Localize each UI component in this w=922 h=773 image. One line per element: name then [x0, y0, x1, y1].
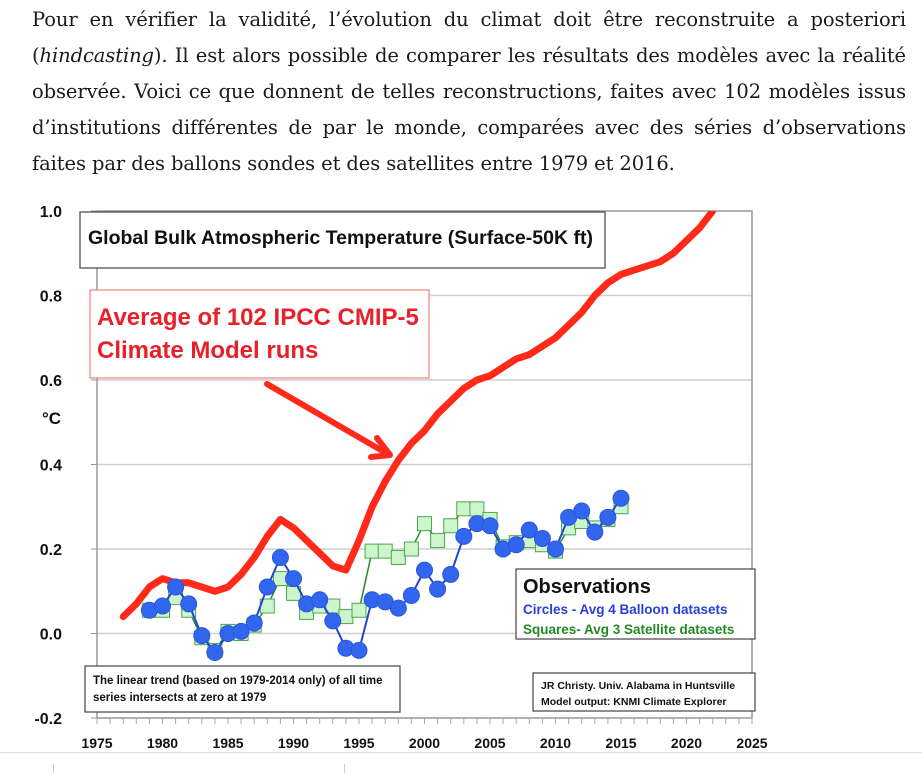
paragraph-line: Pour en vérifier la validité, l’évolutio… [32, 8, 906, 31]
y-tick-label: 0.0 [40, 627, 62, 644]
x-tick-label: 2015 [605, 735, 636, 751]
balloon-point [533, 529, 551, 547]
y-tick-label: -0.2 [34, 711, 62, 728]
balloon-point [429, 580, 447, 598]
balloon-point [389, 599, 407, 617]
legend-circles: Circles - Avg 4 Balloon datasets [523, 602, 728, 617]
x-tick-label: 2000 [409, 735, 440, 751]
satellite-point [417, 516, 432, 532]
balloon-point [455, 527, 473, 545]
x-tick-label: 1975 [81, 735, 112, 751]
series-balloon [140, 489, 630, 662]
balloon-point [586, 523, 604, 541]
satellite-point [364, 543, 380, 559]
column-marker [53, 764, 54, 773]
satellite-point [443, 518, 459, 534]
y-tick-label: 1.0 [40, 204, 62, 221]
trend-note-line1: The linear trend (based on 1979-2014 onl… [93, 675, 383, 687]
balloon-point [271, 548, 289, 566]
balloon-point [245, 614, 263, 632]
balloon-point [507, 536, 525, 554]
x-tick-label: 2025 [736, 735, 767, 751]
x-tick-label: 1995 [343, 735, 374, 751]
y-tick-label: 0.4 [40, 458, 62, 475]
satellite-point [430, 533, 446, 549]
balloon-point [547, 540, 564, 558]
legend: Observations Circles - Avg 4 Balloon dat… [515, 568, 756, 640]
legend-title: Observations [523, 576, 651, 598]
y-tick-label: 0.6 [40, 373, 62, 390]
hindcasting-term: hindcasting [39, 44, 155, 67]
satellite-point [403, 541, 419, 557]
model-line [119, 211, 717, 621]
x-tick-label: 1990 [278, 735, 309, 751]
balloon-point [573, 502, 591, 520]
annotation-arrow [264, 381, 393, 460]
balloon-point [232, 622, 250, 640]
y-axis-label: °C [42, 409, 61, 428]
balloon-point [520, 521, 538, 539]
x-axis-labels: 1975 1980 1985 1990 1995 2000 2005 2010 2015 2020… [81, 735, 767, 751]
trend-note-line2: series intersects at zero at 1979 [93, 692, 266, 704]
balloon-point [442, 565, 460, 583]
legend-squares: Squares- Avg 3 Satellite datasets [523, 622, 734, 637]
credit-line2: Model output: KNMI Climate Explorer [541, 696, 727, 708]
x-tick-label: 1985 [212, 735, 243, 751]
balloon-point [193, 627, 211, 645]
satellite-point [390, 549, 406, 565]
satellite-point [377, 543, 393, 559]
x-axis-ticks [96, 718, 753, 724]
balloon-point [167, 578, 185, 596]
y-axis-labels: 1.0 0.8 0.6 0.4 0.2 0.0 -0.2 [34, 204, 62, 728]
balloon-point [481, 517, 499, 535]
balloon-point [285, 570, 302, 588]
paren-open: ( [32, 44, 40, 67]
temperature-chart: 1.00.80.60.40.20.0-0.2 1975 1980 1985 1990 1… [34, 204, 767, 751]
balloon-point [258, 578, 276, 596]
chart-title-box: Global Bulk Atmospheric Temperature (Sur… [79, 211, 606, 269]
x-tick-label: 1980 [147, 735, 178, 751]
satellite-point [469, 501, 485, 517]
balloon-point [180, 595, 198, 613]
x-tick-label: 2005 [474, 735, 505, 751]
balloon-point [416, 561, 433, 579]
balloon-point [402, 586, 420, 604]
credit-box: JR Christy. Univ. Alabama in Huntsville … [532, 672, 756, 712]
gridlines [91, 210, 752, 719]
column-marker [344, 764, 345, 773]
satellite-point [456, 501, 472, 517]
satellite-point [351, 602, 367, 618]
balloon-point [599, 508, 617, 526]
model-label-box: Average of 102 IPCC CMIP-5 Climate Model… [89, 289, 430, 379]
credit-line1: JR Christy. Univ. Alabama in Huntsville [541, 680, 735, 692]
balloon-point [612, 489, 630, 507]
series-layer [119, 211, 717, 662]
chart-title: Global Bulk Atmospheric Temperature (Sur… [88, 227, 593, 249]
balloon-point [324, 612, 342, 630]
trend-note-box: The linear trend (based on 1979-2014 onl… [84, 665, 401, 713]
balloon-point [206, 644, 224, 662]
paragraph-line: (hindcasting). Il est alors possible de … [32, 38, 906, 74]
balloon-point [311, 591, 329, 609]
paragraph-line: faites par des ballons sondes et des sat… [32, 152, 675, 175]
intro-paragraph: Pour en vérifier la validité, l’évolutio… [32, 2, 906, 182]
x-tick-label: 2010 [540, 735, 571, 751]
paragraph-line: observée. Voici ce que donnent de telles… [32, 80, 906, 103]
y-tick-label: 0.8 [40, 289, 62, 306]
model-label-line2: Climate Model runs [97, 337, 318, 364]
model-label-line1: Average of 102 IPCC CMIP-5 [97, 304, 419, 331]
balloon-point [154, 597, 171, 615]
balloon-point [350, 641, 368, 659]
series-model-average [119, 211, 717, 621]
paragraph-line-rest: ). Il est alors possible de comparer les… [153, 44, 906, 67]
y-tick-label: 0.2 [40, 542, 62, 559]
x-tick-label: 2020 [671, 735, 702, 751]
paragraph-line: d’institutions différentes de par le mon… [32, 116, 906, 139]
bottom-divider [0, 752, 922, 753]
